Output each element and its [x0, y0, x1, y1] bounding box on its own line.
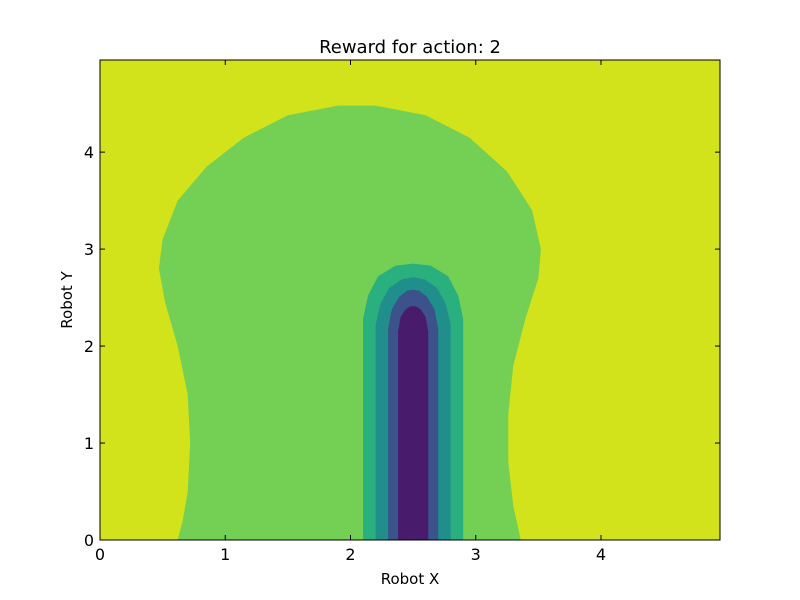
y-tick-label: 2 [84, 337, 94, 356]
x-axis-label: Robot X [381, 570, 440, 588]
x-tick-label: 0 [95, 545, 105, 564]
y-tick-label: 3 [84, 240, 94, 259]
y-axis: 0 1 2 3 4 [84, 143, 720, 550]
y-axis-label: Robot Y [58, 270, 76, 328]
center-region [398, 306, 429, 540]
y-tick-label: 4 [84, 143, 94, 162]
contour-regions [158, 105, 541, 540]
x-tick-label: 3 [471, 545, 481, 564]
x-tick-label: 1 [220, 545, 230, 564]
plot-area [99, 59, 721, 541]
x-axis: 0 1 2 3 4 [95, 60, 606, 564]
y-tick-label: 0 [84, 531, 94, 550]
plot-frame [99, 59, 721, 541]
x-tick-label: 2 [345, 545, 355, 564]
outer-region [158, 105, 541, 540]
x-tick-label: 4 [596, 545, 606, 564]
chart-title: Reward for action: 2 [319, 37, 501, 58]
y-tick-label: 1 [84, 434, 94, 453]
